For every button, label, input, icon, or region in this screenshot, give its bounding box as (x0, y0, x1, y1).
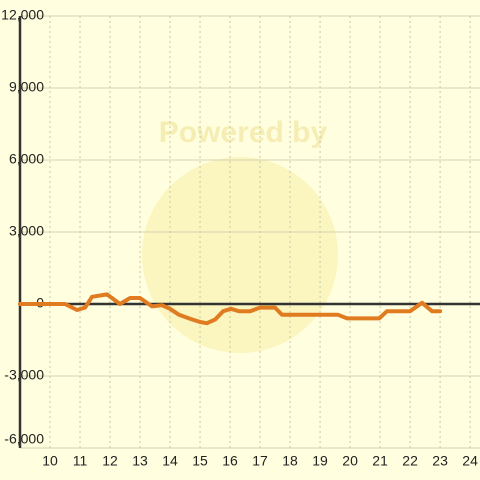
x-tick-label: 23 (432, 453, 448, 469)
data-line (18, 292, 443, 326)
y-tick-label: -6,000 (4, 431, 44, 447)
x-tick-label: 21 (372, 453, 388, 469)
x-tick-label: 11 (73, 453, 88, 469)
x-tick-label: 22 (402, 453, 418, 469)
x-tick-label: 14 (162, 453, 178, 469)
x-tick-label: 16 (222, 453, 238, 469)
x-tick-label: 19 (312, 453, 328, 469)
x-tick-label: 17 (252, 453, 268, 469)
x-tick-label: 10 (42, 453, 58, 469)
x-tick-label: 18 (282, 453, 298, 469)
watermark: Powered by (159, 116, 328, 149)
watermark-logo (142, 157, 338, 353)
x-tick-label: 15 (192, 453, 208, 469)
x-tick-label: 20 (342, 453, 358, 469)
y-tick-label: 12,000 (1, 7, 44, 23)
y-tick-label: 6,000 (9, 151, 44, 167)
y-tick-label: -3,000 (4, 367, 44, 383)
x-tick-label: 24 (462, 453, 478, 469)
y-tick-label: 9,000 (9, 79, 44, 95)
x-tick-label: 13 (132, 453, 148, 469)
x-tick-label: 12 (102, 453, 118, 469)
y-tick-label: 3,000 (9, 223, 44, 239)
